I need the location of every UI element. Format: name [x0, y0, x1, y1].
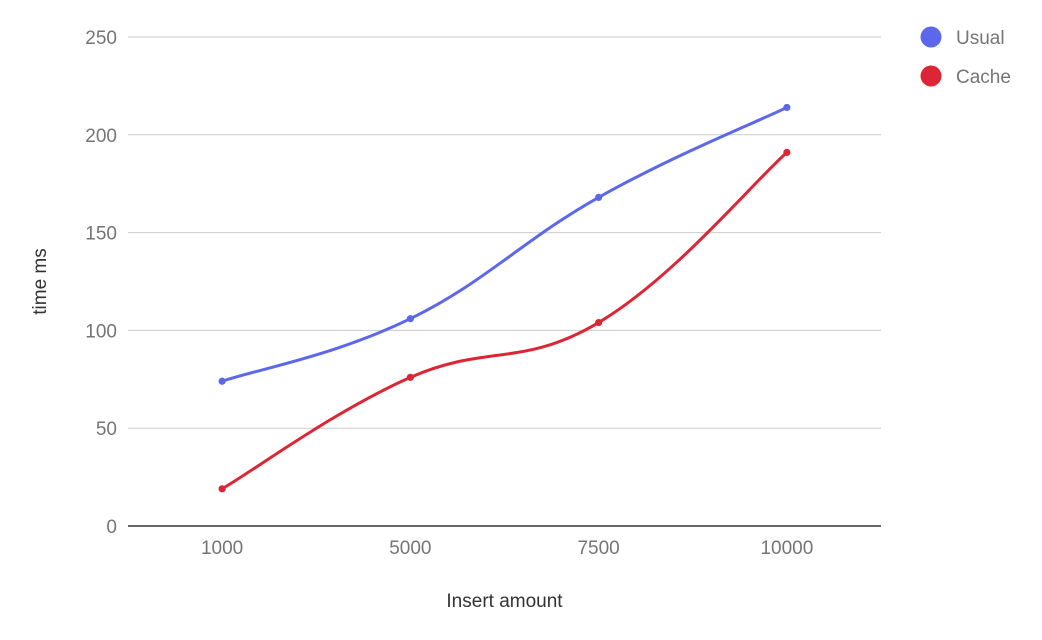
- series-line-cache: [220, 150, 789, 491]
- data-point-cache: [595, 318, 603, 327]
- data-point-usual: [406, 315, 414, 323]
- data-point-usual: [218, 377, 226, 385]
- x-tick-label: 7500: [577, 538, 619, 559]
- legend-label-cache: Cache: [956, 67, 1011, 88]
- x-tick-label: 1000: [201, 538, 243, 559]
- y-tick-label: 50: [96, 419, 117, 440]
- y-axis-title: time ms: [30, 248, 51, 315]
- legend: Usual Cache: [920, 26, 1011, 88]
- y-axis-ticks: 0 50 100 150 200 250: [85, 28, 117, 538]
- data-point-cache: [218, 485, 226, 493]
- y-tick-label: 0: [106, 517, 117, 538]
- series-points: [218, 103, 791, 493]
- x-axis-title: Insert amount: [446, 591, 563, 612]
- x-tick-label: 5000: [389, 538, 431, 559]
- data-point-cache: [783, 148, 791, 157]
- series-line-usual: [220, 105, 789, 383]
- y-tick-label: 150: [85, 224, 117, 245]
- x-tick-label: 10000: [760, 538, 813, 559]
- legend-marker-cache: [920, 65, 942, 87]
- y-tick-label: 100: [85, 321, 117, 342]
- data-point-usual: [783, 103, 791, 112]
- x-axis-ticks: 1000 5000 7500 10000: [201, 538, 813, 559]
- legend-label-usual: Usual: [956, 28, 1005, 49]
- y-tick-label: 250: [85, 28, 117, 49]
- legend-marker-usual: [920, 26, 942, 48]
- data-point-cache: [406, 373, 414, 381]
- y-tick-label: 200: [85, 126, 117, 147]
- gridlines: [128, 36, 881, 429]
- data-point-usual: [595, 193, 603, 201]
- series-lines: [220, 105, 789, 491]
